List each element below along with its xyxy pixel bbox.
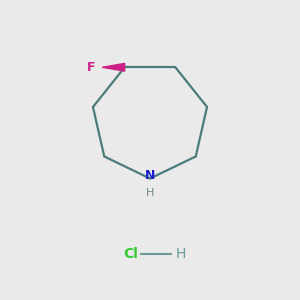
Text: N: N [145, 169, 155, 182]
Text: H: H [176, 247, 186, 260]
Text: H: H [146, 188, 154, 198]
Text: Cl: Cl [123, 247, 138, 260]
Polygon shape [102, 63, 124, 71]
Text: F: F [87, 61, 95, 74]
